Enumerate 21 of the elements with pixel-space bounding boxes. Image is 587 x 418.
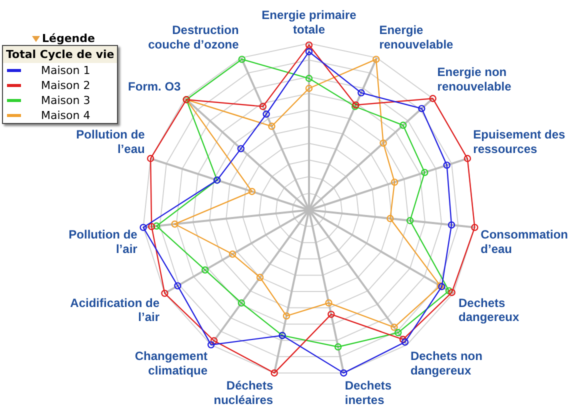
spoke-label: Dechets dangereux [458,296,520,324]
spoke-label: Changement climatique [134,349,208,378]
legend-title: Total Cycle de vie [3,46,118,63]
spoke-label: Dechets inertes [344,378,392,407]
spoke-label: Destruction couche d’ozone [148,23,240,52]
text: Légende [42,32,95,45]
spoke-label: Form. O3 [128,80,182,94]
spoke-label: Energie non renouvelable [437,65,512,94]
legend-label: Maison 3 [41,94,90,107]
spoke-label: Pollution de l’air [68,228,138,256]
spoke-label: Pollution de l’eau [76,127,146,156]
spoke-label: Epuisement des ressources [473,127,566,156]
spoke-label: Dechets non dangereux [410,349,482,378]
spoke-label: Déchets nucléaires [214,378,274,407]
spoke-label: Acidification de l’air [70,296,160,324]
legend-label: Maison 1 [41,64,90,77]
spoke-label: Energie primaire totale [262,8,357,36]
legend-label: Maison 2 [41,79,90,92]
spoke-label: Consommation d’eau [480,228,568,256]
spoke-label: Energie renouvelable [379,23,454,52]
legend-label: Maison 4 [41,109,90,122]
